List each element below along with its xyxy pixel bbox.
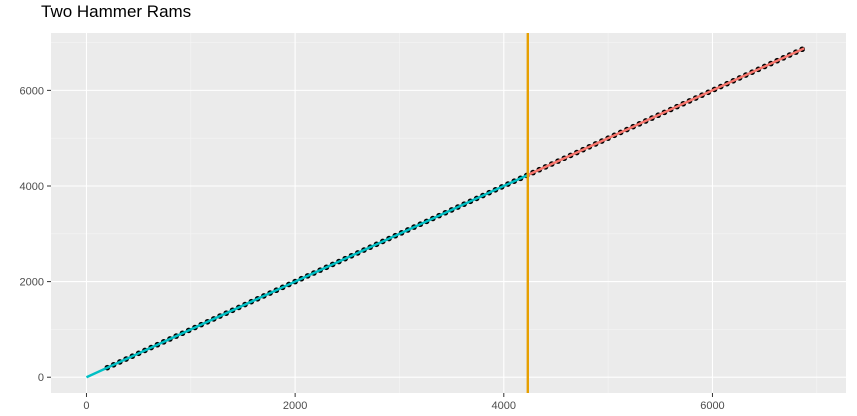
fit-line-2 bbox=[527, 47, 805, 177]
x-tick-label: 0 bbox=[83, 400, 89, 412]
fit-line-1 bbox=[85, 173, 529, 379]
grid-minor bbox=[51, 33, 846, 393]
x-axis: 0 2000 4000 6000 bbox=[83, 393, 725, 412]
y-tick-label: 2000 bbox=[20, 277, 44, 289]
x-tick-label: 6000 bbox=[700, 400, 724, 412]
chart-title: Two Hammer Rams bbox=[41, 2, 192, 21]
grid-major bbox=[51, 33, 846, 393]
x-tick-label: 4000 bbox=[492, 400, 516, 412]
y-tick-label: 4000 bbox=[20, 181, 44, 193]
y-tick-label: 0 bbox=[38, 372, 44, 384]
fit-lines bbox=[85, 47, 805, 379]
y-tick-label: 6000 bbox=[20, 85, 44, 97]
y-axis: 0 2000 4000 6000 bbox=[20, 85, 51, 384]
x-tick-label: 2000 bbox=[283, 400, 307, 412]
